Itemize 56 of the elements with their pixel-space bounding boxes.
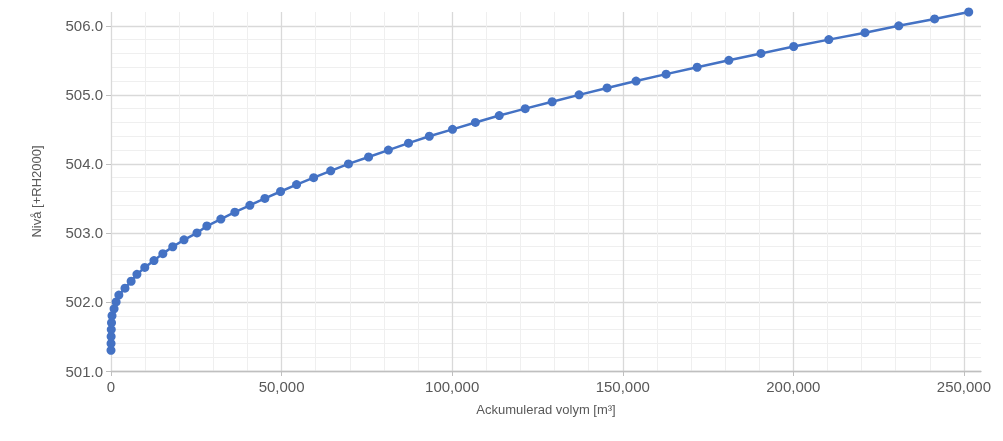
point [930,14,940,24]
point [602,83,612,93]
point [216,214,226,224]
y-axis-title: Nivå [+RH2000] [29,145,44,238]
point [126,276,136,286]
point [631,76,641,86]
x-tick-label: 200,000 [766,378,821,395]
point [448,124,458,134]
point [494,111,504,121]
point [964,7,974,17]
x-tick-label: 250,000 [936,378,992,395]
y-tick-label: 505.0 [65,86,103,104]
y-tick-label: 503.0 [65,224,103,242]
point [364,152,374,162]
point [120,283,130,293]
x-tick-label: 50,000 [258,378,305,395]
x-tick-label: 150,000 [595,378,650,395]
point [424,131,434,141]
y-tick-label: 506.0 [65,17,103,35]
point [383,145,393,155]
point [789,42,799,52]
x-tick-label: 100,000 [425,378,480,395]
point [692,62,702,72]
point [574,90,584,100]
point [520,104,530,114]
point [309,173,319,183]
y-tick-label: 504.0 [65,155,103,173]
x-tick-label: 0 [106,378,116,395]
point [132,269,142,279]
point [470,117,480,127]
point [245,200,255,210]
y-tick-label: 502.0 [65,293,103,311]
point [114,290,124,300]
point [824,35,834,45]
point [192,228,202,238]
point [158,249,168,259]
point [343,159,353,169]
point [202,221,212,231]
point [140,262,150,272]
point [326,166,336,176]
point [860,28,870,38]
x-axis-title: Ackumulerad volym [m³] [476,402,616,417]
point [547,97,557,107]
point [404,138,414,148]
point [276,187,286,196]
point [661,69,671,79]
point [149,256,159,266]
point [292,180,302,190]
point [230,207,240,217]
y-tick-label: 501.0 [65,362,103,380]
point [724,55,734,65]
point [756,48,766,58]
point [260,193,270,203]
point [894,21,904,31]
point [179,235,189,245]
point [168,242,178,252]
